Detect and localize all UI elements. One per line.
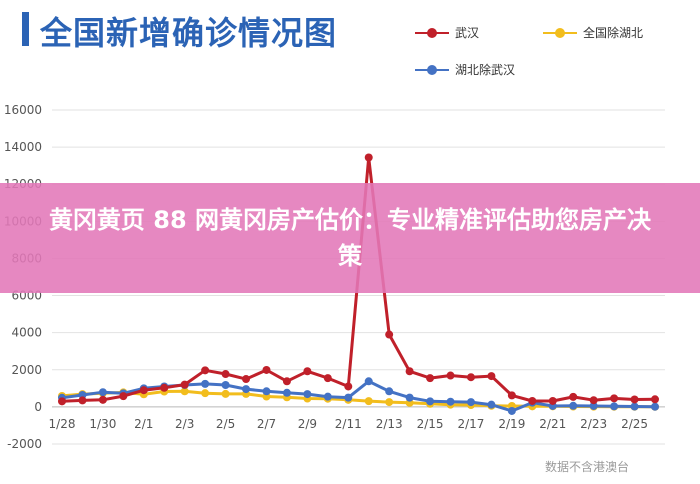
data-point [466, 373, 475, 382]
y-tick-label: -2000 [7, 437, 42, 451]
data-point [364, 377, 373, 386]
chart-title: 全国新增确诊情况图 [40, 14, 338, 52]
data-point [364, 397, 373, 406]
data-point [201, 389, 210, 398]
data-point [323, 374, 332, 383]
data-point [262, 365, 271, 374]
legend-item-wuhan: 武汉 [415, 24, 479, 41]
data-point [160, 383, 169, 392]
data-point [303, 367, 312, 376]
source-note: 数据不含港澳台 [545, 460, 630, 474]
data-point [385, 387, 394, 396]
data-point [303, 390, 312, 399]
data-point [201, 366, 210, 375]
legend-label: 湖北除武汉 [455, 63, 516, 77]
y-tick-label: 16000 [4, 103, 42, 117]
x-tick-label: 2/17 [457, 417, 484, 431]
y-tick-label: 2000 [11, 363, 42, 377]
data-point [528, 396, 537, 405]
x-tick-label: 2/1 [134, 417, 153, 431]
data-point [282, 388, 291, 397]
x-tick-label: 1/30 [89, 417, 116, 431]
data-point [446, 397, 455, 406]
data-point [630, 402, 639, 411]
data-point [262, 387, 271, 396]
data-point [569, 392, 578, 401]
x-tick-label: 2/11 [335, 417, 362, 431]
data-point [487, 400, 496, 409]
x-tick-label: 2/5 [216, 417, 235, 431]
data-point [139, 386, 148, 395]
data-point [385, 330, 394, 339]
data-point [589, 396, 598, 405]
legend-item-national-ex-hubei: 全国除湖北 [543, 24, 643, 41]
data-point [323, 392, 332, 401]
data-point [242, 375, 251, 384]
legend-label: 全国除湖北 [583, 26, 644, 40]
data-point [610, 394, 619, 403]
data-point [98, 395, 107, 404]
legend-swatch [415, 64, 449, 75]
x-tick-label: 1/28 [49, 417, 76, 431]
data-point [344, 393, 353, 402]
data-point [405, 393, 414, 402]
data-point [221, 380, 230, 389]
data-point [507, 406, 516, 415]
data-point [58, 397, 66, 406]
x-tick-label: 2/23 [580, 417, 607, 431]
x-tick-label: 2/7 [257, 417, 276, 431]
data-point [221, 370, 230, 379]
y-tick-label: 4000 [11, 326, 42, 340]
data-point [569, 401, 578, 410]
data-point [548, 396, 557, 405]
data-point [651, 395, 659, 404]
data-point [201, 379, 210, 388]
data-point [405, 367, 414, 376]
legend-swatch [543, 27, 577, 38]
y-tick-label: 0 [34, 400, 42, 414]
legend-item-hubei-ex-wuhan: 湖北除武汉 [415, 61, 515, 78]
x-tick-label: 2/15 [417, 417, 444, 431]
data-point [180, 380, 189, 389]
data-point [98, 388, 107, 397]
data-point [221, 389, 230, 398]
data-point [507, 391, 516, 400]
x-tick-label: 2/25 [621, 417, 648, 431]
data-point [426, 397, 435, 406]
data-point [610, 402, 619, 411]
data-point [180, 387, 189, 396]
data-point [344, 382, 353, 391]
banner-text: 黄冈黄页 88 网黄冈房产估价：专业精准评估助您房产决策 [48, 206, 652, 270]
data-point [242, 385, 251, 394]
data-point [282, 377, 291, 386]
legend-label: 武汉 [455, 26, 480, 40]
data-point [78, 396, 87, 405]
overlay-banner: 黄冈黄页 88 网黄冈房产估价：专业精准评估助您房产决策 [0, 183, 700, 293]
data-point [487, 372, 496, 381]
x-tick-label: 2/9 [298, 417, 317, 431]
data-point [426, 374, 435, 383]
data-point [651, 402, 659, 411]
data-point [589, 401, 598, 410]
data-point [119, 392, 128, 401]
data-point [466, 398, 475, 407]
legend-swatch [415, 27, 449, 38]
x-tick-label: 2/21 [539, 417, 566, 431]
data-point [364, 153, 373, 162]
x-tick-label: 2/19 [498, 417, 525, 431]
data-point [385, 398, 394, 407]
title-accent-bar [22, 12, 29, 46]
x-tick-label: 2/13 [376, 417, 403, 431]
data-point [446, 371, 455, 380]
y-tick-label: 14000 [4, 140, 42, 154]
data-point [630, 395, 639, 404]
x-tick-label: 2/3 [175, 417, 194, 431]
